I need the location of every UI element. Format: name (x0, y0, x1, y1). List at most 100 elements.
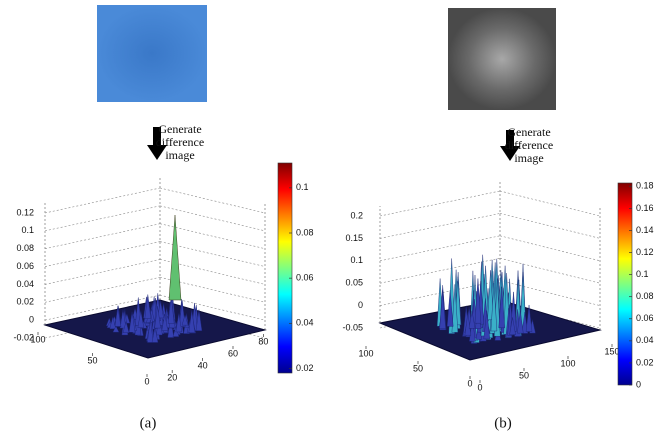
input-image (448, 8, 556, 110)
surface-spike (468, 310, 476, 329)
surface-spike (483, 310, 490, 340)
surface-spike (487, 270, 494, 320)
input-image (97, 5, 207, 102)
surface-spike (168, 214, 182, 301)
colorbar-tick-label: 0 (636, 379, 641, 389)
surface-spike (128, 311, 136, 333)
colorbar-tick-label: 0.12 (636, 247, 654, 257)
z-tick-label: 0.05 (345, 278, 363, 288)
grid-line (499, 280, 601, 306)
z-tick-label: 0 (358, 300, 363, 310)
caption: difference (156, 135, 204, 149)
colorbar-tick-label: 0.18 (636, 181, 654, 191)
colorbar (277, 162, 293, 374)
grid-line (499, 213, 601, 239)
z-tick-label: 0 (29, 315, 34, 325)
surface-spike (188, 309, 196, 333)
surface-spike (464, 312, 472, 336)
z-tick-label: 0.1 (350, 255, 363, 265)
x-tick-label: 150 (604, 346, 619, 356)
z-tick-label: 0.2 (350, 210, 363, 220)
grid-line (499, 235, 601, 262)
grid-line (499, 257, 601, 284)
grid-line (379, 235, 501, 262)
caption: image (514, 151, 543, 165)
colorbar-tick-label: 0.04 (296, 318, 314, 328)
surface-spike (474, 278, 482, 324)
colorbar-tick-label: 0.02 (296, 363, 314, 373)
z-tick-label: 0.1 (21, 225, 34, 235)
y-tick-label: 50 (413, 363, 423, 373)
surface-spike (122, 320, 130, 333)
grid-line (44, 276, 161, 303)
colorbar-tick-label: 0.16 (636, 203, 654, 213)
grid-line (44, 187, 161, 214)
grid-line (44, 205, 161, 232)
surface-spike (137, 310, 145, 328)
colorbar (617, 182, 633, 386)
colorbar-tick-label: 0.08 (636, 291, 654, 301)
y-tick-label: 100 (358, 348, 373, 358)
z-tick-label: 0.12 (16, 207, 34, 217)
grid-line (159, 205, 266, 232)
surface-spike (181, 314, 189, 326)
surface-spike (451, 284, 459, 333)
surface-spike (195, 309, 203, 331)
grid-line (44, 259, 161, 285)
surface-spike (475, 325, 483, 340)
surface-spike (439, 290, 446, 329)
x-tick-label: 80 (258, 336, 268, 346)
surface-spike (509, 317, 516, 335)
surface-spike (154, 306, 161, 329)
grid-line (44, 241, 161, 267)
grid-line (159, 187, 266, 214)
grid-line (379, 213, 501, 239)
arrow (500, 130, 520, 161)
z-tick-label: -0.02 (13, 332, 34, 342)
caption: difference (505, 138, 553, 152)
grid-line (499, 190, 601, 217)
surface-spike (112, 325, 120, 333)
grid-line (379, 257, 501, 284)
colorbar-tick-label: 0.1 (296, 182, 309, 192)
z-tick-label: 0.06 (16, 261, 34, 271)
panel-label: (a) (140, 415, 157, 431)
z-tick-label: 0.08 (16, 243, 34, 253)
surface-spike (525, 304, 533, 332)
grid-line (159, 241, 266, 267)
colorbar-tick-label: 0.08 (296, 227, 314, 237)
colorbar-tick-label: 0.06 (296, 273, 314, 283)
surface-spike (517, 310, 524, 334)
z-tick-label: 0.15 (345, 233, 363, 243)
colorbar-tick-label: 0.14 (636, 225, 654, 235)
surface-spike (144, 294, 152, 319)
surface-spike (161, 314, 169, 331)
grid-line (379, 190, 501, 217)
surface-spike (175, 313, 183, 333)
surface-spike (167, 296, 175, 324)
colorbar-tick-label: 0.04 (636, 335, 654, 345)
surface-spike (147, 319, 154, 343)
arrow (147, 127, 167, 160)
surface-spike (114, 307, 122, 327)
caption: Generate (507, 125, 550, 139)
surface-spike (446, 290, 454, 327)
colorbar-tick-label: 0.06 (636, 313, 654, 323)
z-tick-label: 0.02 (16, 297, 34, 307)
y-tick-label: 0 (467, 378, 472, 388)
surface-spike (109, 316, 117, 330)
x-tick-label: 0 (477, 382, 482, 392)
surface-spike (119, 309, 127, 329)
x-tick-label: 40 (198, 360, 208, 370)
surface-spike (151, 327, 159, 343)
x-tick-label: 60 (228, 348, 238, 358)
y-tick-label: 100 (30, 334, 45, 344)
z-tick-label: -0.05 (342, 322, 363, 332)
grid-line (159, 223, 266, 250)
y-tick-label: 0 (144, 376, 149, 386)
surface-spike (498, 286, 505, 329)
colorbar-tick-label: 0.1 (636, 269, 649, 279)
caption: image (165, 148, 194, 162)
z-tick-label: 0.04 (16, 279, 34, 289)
